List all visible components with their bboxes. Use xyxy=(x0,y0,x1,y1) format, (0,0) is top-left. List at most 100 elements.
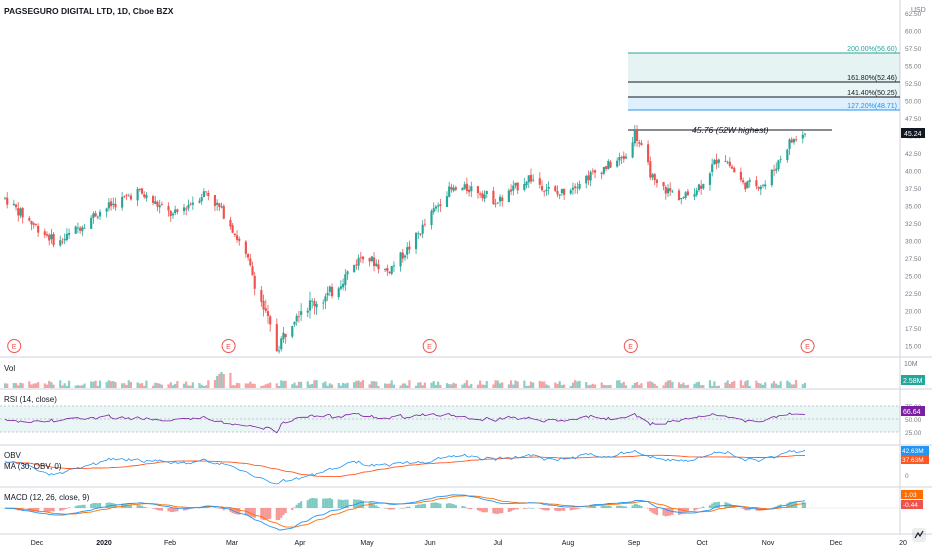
volume-bar-229 xyxy=(713,381,716,388)
macd-hist-88 xyxy=(277,508,281,521)
macd-hist-169 xyxy=(527,507,530,509)
candle-body-132 xyxy=(414,233,418,250)
volume-bar-155 xyxy=(483,384,486,388)
macd-hist-132 xyxy=(414,505,418,508)
volume-bar-105 xyxy=(328,383,331,388)
earnings-marker-circle-0 xyxy=(7,339,22,353)
macd-hist-228 xyxy=(711,503,714,508)
candle-body-138 xyxy=(432,208,435,213)
macd-hist-254 xyxy=(790,501,793,508)
volume-bar-217 xyxy=(677,382,681,388)
volume-bar-90 xyxy=(282,380,285,388)
volume-bar-204 xyxy=(635,382,639,388)
macd-hist-118 xyxy=(370,502,373,508)
volume-bar-67 xyxy=(213,380,217,388)
candle-body-211 xyxy=(655,179,659,183)
price-tick-12: 32.50 xyxy=(905,221,922,228)
macd-hist-11 xyxy=(37,508,40,512)
price-tick-11: 35.00 xyxy=(905,203,922,210)
candle-body-180 xyxy=(560,189,563,194)
macd-hist-166 xyxy=(516,508,519,510)
volume-bar-11 xyxy=(37,382,40,388)
obv-ma-label: MA (30, OBV, 0) xyxy=(4,462,62,471)
volume-bar-251 xyxy=(779,381,782,388)
candle-body-125 xyxy=(390,266,393,274)
macd-hist-46 xyxy=(145,507,148,508)
macd-hist-220 xyxy=(684,508,687,513)
macd-hist-22 xyxy=(74,506,77,508)
candle-body-86 xyxy=(269,316,272,325)
candle-body-61 xyxy=(191,202,194,205)
candle-body-155 xyxy=(483,194,486,199)
volume-bar-180 xyxy=(560,385,563,388)
candle-body-203 xyxy=(633,129,636,144)
volume-bar-8 xyxy=(30,384,33,388)
macd-hist-217 xyxy=(677,508,681,515)
macd-hist-124 xyxy=(388,508,391,510)
candle-body-156 xyxy=(485,191,488,195)
volume-bar-122 xyxy=(384,383,387,388)
volume-bar-140 xyxy=(437,381,440,388)
volume-bar-49 xyxy=(156,383,159,388)
candle-body-236 xyxy=(733,168,736,173)
candle-body-196 xyxy=(609,161,612,168)
candle-body-221 xyxy=(686,191,689,196)
candle-body-231 xyxy=(717,159,720,163)
volume-bar-56 xyxy=(176,381,179,388)
candle-body-190 xyxy=(591,170,594,172)
macd-hist-80 xyxy=(251,508,254,518)
candle-body-33 xyxy=(107,202,110,209)
obv-line xyxy=(4,449,806,485)
volume-bar-209 xyxy=(651,382,654,388)
volume-bar-228 xyxy=(711,385,714,388)
candle-body-241 xyxy=(748,179,751,182)
candle-body-25 xyxy=(81,227,84,232)
candle-body-232 xyxy=(724,160,727,162)
candle-body-254 xyxy=(790,139,793,143)
macd-hist-207 xyxy=(647,508,650,509)
time-tick-5: May xyxy=(360,540,374,547)
macd-hist-154 xyxy=(481,508,484,513)
macd-hist-43 xyxy=(138,505,141,508)
candle-body-48 xyxy=(154,201,157,205)
volume-bar-250 xyxy=(777,385,780,388)
obv-ma-current-label: 37.63M xyxy=(902,457,924,464)
panel-dividers xyxy=(0,0,932,535)
volume-bar-144 xyxy=(450,384,453,388)
candle-body-247 xyxy=(770,169,773,186)
macd-hist-87 xyxy=(275,508,278,521)
volume-bar-241 xyxy=(748,385,751,388)
obv-current-label: 42.63M xyxy=(902,448,924,455)
fib-levels: 200.00%(56.60) 161.80%(52.46) 141.40%(50… xyxy=(628,46,900,111)
volume-bar-244 xyxy=(759,383,762,388)
candle-body-104 xyxy=(326,292,329,296)
candle-body-90 xyxy=(282,332,285,340)
volume-bar-168 xyxy=(525,385,528,388)
candle-body-197 xyxy=(616,160,619,167)
volume-bar-238 xyxy=(742,385,745,388)
volume-bar-170 xyxy=(529,381,533,388)
candle-body-148 xyxy=(463,184,466,189)
candle-body-24 xyxy=(79,227,82,231)
volume-bar-79 xyxy=(249,381,252,388)
candle-body-3 xyxy=(14,204,18,208)
volume-bar-80 xyxy=(251,383,254,388)
candle-body-66 xyxy=(207,192,210,197)
volume-bar-189 xyxy=(589,384,592,388)
volume-bar-139 xyxy=(434,384,438,388)
price-tick-14: 27.50 xyxy=(905,256,922,263)
candle-body-230 xyxy=(715,159,718,164)
earnings-marker-label-4: E xyxy=(805,344,810,351)
macd-hist-135 xyxy=(421,503,424,508)
macd-hist-162 xyxy=(507,508,510,513)
volume-bar-166 xyxy=(516,381,519,388)
candle-body-212 xyxy=(662,182,665,187)
macd-hist-100 xyxy=(313,498,316,508)
candle-body-7 xyxy=(28,218,31,221)
macd-hist-149 xyxy=(465,507,468,509)
macd-hist-241 xyxy=(748,508,751,511)
volume-bar-12 xyxy=(43,383,46,388)
macd-hist-236 xyxy=(733,506,736,508)
candle-body-103 xyxy=(324,296,327,302)
